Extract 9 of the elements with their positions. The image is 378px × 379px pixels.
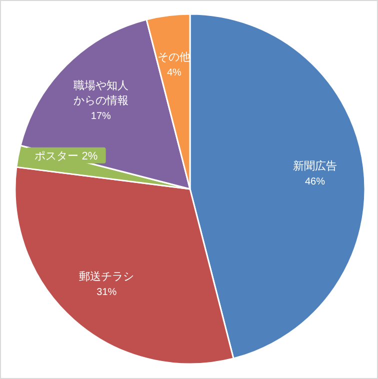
slice-label: 郵送チラシ	[79, 270, 134, 284]
data-label: 31%	[96, 287, 117, 298]
data-label: 4%	[166, 67, 182, 78]
slice-label: 新聞広告	[293, 160, 338, 173]
slice-label: その他	[158, 51, 191, 64]
data-label: 17%	[90, 110, 112, 122]
slice-label: ポスター 2%	[34, 150, 98, 162]
slice-label: 職場や知人からの情報	[73, 78, 128, 107]
data-label: 46%	[305, 176, 326, 188]
